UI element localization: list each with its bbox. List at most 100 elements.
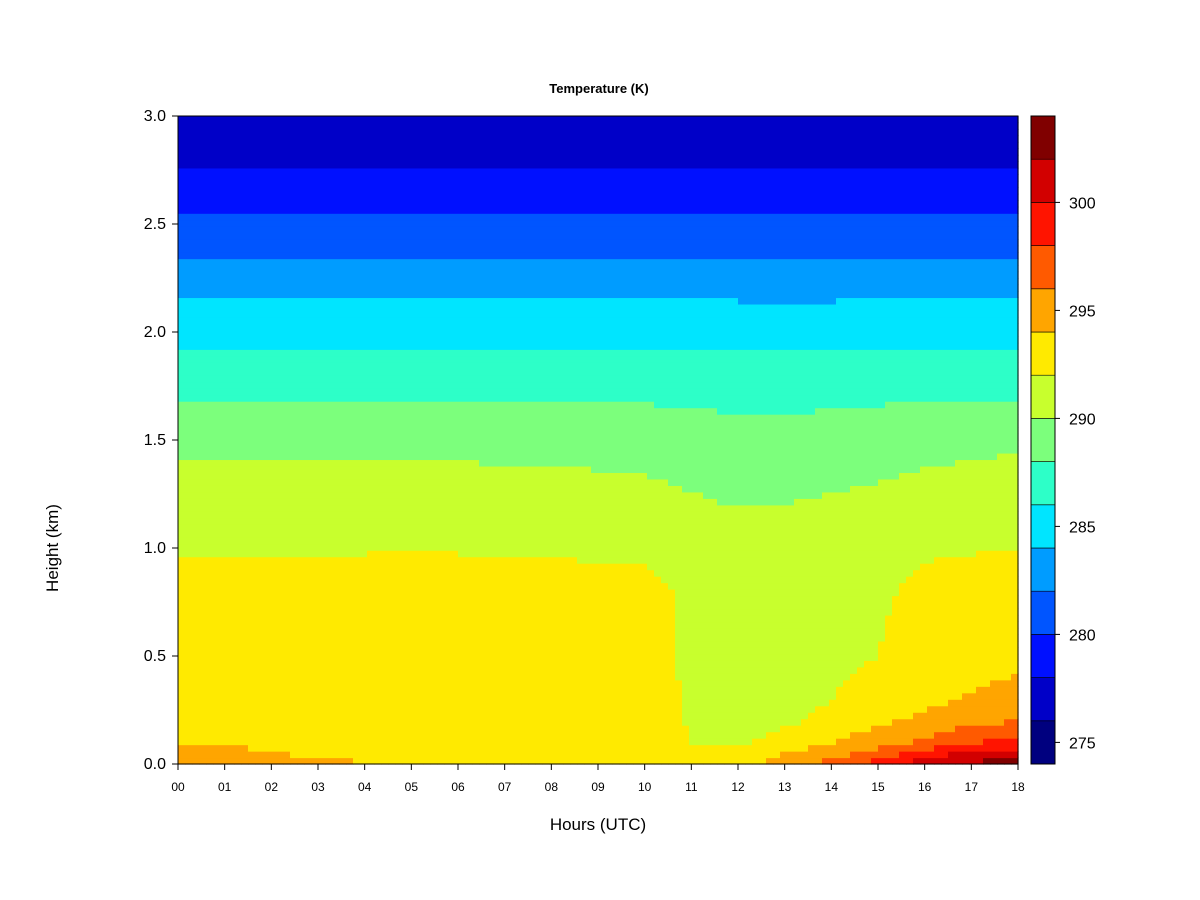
heatmap-cell: [346, 375, 354, 383]
heatmap-cell: [437, 582, 445, 590]
heatmap-cell: [276, 666, 284, 674]
heatmap-cell: [283, 692, 291, 700]
heatmap-cell: [199, 342, 207, 350]
heatmap-cell: [395, 653, 403, 661]
heatmap-cell: [381, 543, 389, 551]
heatmap-cell: [220, 116, 228, 124]
heatmap-cell: [479, 589, 487, 597]
heatmap-cell: [192, 427, 200, 435]
heatmap-cell: [241, 627, 249, 635]
heatmap-cell: [255, 660, 263, 668]
heatmap-cell: [346, 342, 354, 350]
heatmap-cell: [206, 498, 214, 506]
heatmap-cell: [269, 491, 277, 499]
heatmap-cell: [500, 614, 508, 623]
heatmap-cell: [388, 420, 396, 428]
heatmap-cell: [507, 290, 515, 299]
heatmap-cell: [276, 692, 284, 700]
heatmap-cell: [416, 653, 424, 661]
heatmap-cell: [444, 414, 452, 422]
heatmap-cell: [332, 284, 340, 292]
heatmap-cell: [192, 498, 200, 506]
heatmap-cell: [304, 589, 312, 597]
heatmap-cell: [486, 621, 494, 629]
heatmap-cell: [360, 278, 368, 286]
heatmap-cell: [178, 718, 186, 726]
heatmap-cell: [311, 316, 319, 324]
heatmap-cell: [311, 692, 319, 700]
heatmap-cell: [199, 614, 207, 623]
heatmap-cell: [451, 589, 459, 597]
heatmap-cell: [192, 576, 200, 584]
heatmap-cell: [395, 401, 403, 409]
heatmap-cell: [458, 751, 466, 759]
heatmap-cell: [353, 187, 361, 195]
heatmap-cell: [472, 180, 480, 188]
heatmap-cell: [339, 213, 347, 221]
heatmap-cell: [290, 394, 298, 402]
heatmap-cell: [241, 116, 249, 124]
heatmap-cell: [234, 245, 242, 253]
heatmap-cell: [493, 342, 501, 350]
heatmap-cell: [346, 290, 354, 299]
heatmap-cell: [290, 407, 298, 415]
heatmap-cell: [486, 323, 494, 331]
heatmap-cell: [185, 602, 193, 610]
heatmap-cell: [395, 232, 403, 240]
heatmap-cell: [262, 180, 270, 188]
heatmap-cell: [304, 666, 312, 674]
heatmap-cell: [178, 433, 186, 441]
heatmap-cell: [339, 135, 347, 143]
heatmap-cell: [381, 284, 389, 292]
heatmap-cell: [290, 128, 298, 137]
heatmap-cell: [325, 245, 333, 253]
heatmap-cell: [444, 589, 452, 597]
heatmap-cell: [416, 563, 424, 571]
heatmap-cell: [472, 297, 480, 305]
heatmap-cell: [514, 602, 522, 610]
heatmap-cell: [437, 563, 445, 571]
heatmap-cell: [521, 602, 529, 610]
heatmap-cell: [493, 446, 501, 454]
heatmap-cell: [395, 375, 403, 383]
heatmap-cell: [423, 595, 431, 603]
heatmap-cell: [374, 712, 382, 720]
heatmap-cell: [185, 271, 193, 279]
heatmap-cell: [521, 640, 529, 648]
heatmap-cell: [423, 174, 431, 182]
heatmap-cell: [360, 420, 368, 428]
heatmap-cell: [325, 271, 333, 279]
heatmap-cell: [423, 388, 431, 396]
heatmap-cell: [444, 621, 452, 629]
heatmap-cell: [234, 401, 242, 409]
heatmap-cell: [241, 679, 249, 687]
heatmap-cell: [395, 478, 403, 486]
heatmap-cell: [500, 252, 508, 260]
heatmap-cell: [339, 517, 347, 525]
heatmap-cell: [486, 148, 494, 156]
heatmap-cell: [304, 459, 312, 467]
heatmap-cell: [248, 440, 256, 448]
heatmap-cell: [227, 744, 235, 752]
heatmap-cell: [290, 167, 298, 175]
heatmap-cell: [234, 381, 242, 389]
heatmap-cell: [178, 478, 186, 486]
heatmap-cell: [297, 271, 305, 279]
heatmap-cell: [304, 550, 312, 558]
heatmap-cell: [234, 362, 242, 370]
heatmap-cell: [388, 141, 396, 149]
heatmap-cell: [178, 342, 186, 350]
heatmap-cell: [339, 310, 347, 318]
heatmap-cell: [493, 239, 501, 247]
heatmap-cell: [227, 731, 235, 739]
heatmap-cell: [409, 401, 417, 409]
heatmap-cell: [479, 213, 487, 221]
heatmap-cell: [227, 738, 235, 746]
heatmap-cell: [325, 239, 333, 247]
heatmap-cell: [444, 452, 452, 461]
heatmap-cell: [283, 686, 291, 694]
heatmap-cell: [318, 284, 326, 292]
heatmap-cell: [248, 336, 256, 344]
heatmap-cell: [465, 362, 473, 370]
heatmap-cell: [360, 498, 368, 506]
